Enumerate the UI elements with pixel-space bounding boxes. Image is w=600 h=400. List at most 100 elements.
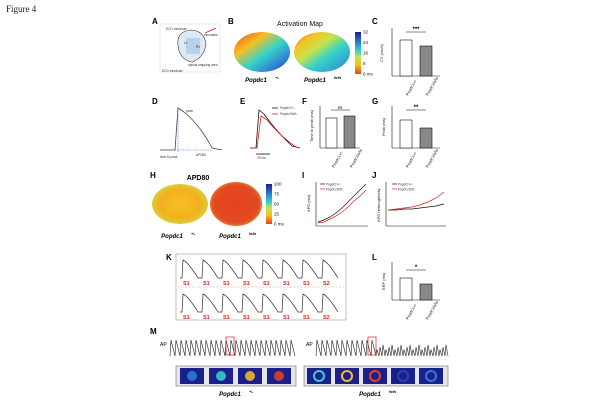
label-ecg-bottom: ECG electrode [162, 69, 183, 73]
g-sig: ** [414, 105, 419, 111]
c-bar-fs [419, 45, 433, 77]
panel-m-letter: M [150, 327, 157, 336]
l-cat-0: Popdc1+/- [405, 302, 419, 321]
i-legend-0: Popdc1+/- [326, 183, 341, 187]
k-trace-box [175, 253, 347, 321]
i-line-fs [317, 189, 367, 224]
apd-map-right [210, 182, 262, 226]
e-legend-1: Popdc1fs/fs [280, 112, 297, 116]
panel-k-letter: K [166, 253, 172, 262]
l-sig: * [415, 265, 418, 271]
panel-a: A ECG electrode stimulator LV RV optical… [152, 17, 221, 73]
colorbar-tick: 25 [274, 212, 280, 217]
d-label-peak: peak [186, 109, 193, 113]
l-ylabel: ERP (ms) [381, 272, 386, 290]
colorbar-tick: 50 [274, 202, 280, 207]
panel-f: F Time to peak (ms) ns Popdc1+/- Popdc1f… [302, 97, 363, 169]
c-cat-0: Popdc1+/- [405, 78, 419, 97]
geno-m-left: Popdc1 [219, 392, 241, 398]
stim-label: S1 [223, 315, 230, 321]
stim-label: S1 [183, 281, 190, 287]
j-line-fs [387, 191, 445, 211]
m-frame-right [335, 368, 359, 384]
panel-j: J APD heterogeneity Popdc1+/- Popdc1fs/f… [372, 171, 446, 227]
panel-m: M AP AP Popdc1 +/- Popdc1 fs/fs [150, 327, 449, 398]
d-label-ttp: time to peak [160, 155, 178, 159]
stim-label: S1 [303, 281, 310, 287]
figure-title: Figure 4 [6, 4, 37, 14]
geno-m-left-sup: +/- [249, 390, 254, 394]
apd-colorbar-ticks: 100 75 50 25 0 ms [274, 182, 285, 227]
stim-label: S1 [263, 281, 270, 287]
activation-map-left [234, 32, 290, 72]
g-bar-het [399, 119, 413, 149]
geno-b-right-sup: fs/fs [334, 76, 341, 80]
e-trace-fs [250, 115, 301, 149]
panel-k: K S1 S1 S1 S1 S1 S1 S1 S2 S1 S1 S1 S1 S1 S1 S1 S2 [166, 253, 347, 321]
f-sig: ns [338, 105, 344, 110]
colorbar-tick: 16 [363, 51, 369, 56]
f-bar-het [325, 117, 338, 149]
apd80-title: APD80 [187, 175, 210, 182]
g-cat-0: Popdc1+/- [405, 150, 419, 169]
c-ylabel: CV (cm/s) [379, 44, 384, 62]
g-bar-fs [419, 127, 433, 149]
stim-label: S1 [183, 315, 190, 321]
panel-h: H APD80 Popdc1 +/- Popdc1 fs/fs 100 75 50 2… [150, 171, 285, 240]
activation-map-title: Activation Map [277, 21, 323, 28]
panel-c: C CV (cm/s) *** Popdc1+/- Popdc1fs/fs [372, 17, 440, 97]
f-cat-1: Popdc1fs/fs [349, 148, 364, 169]
activation-colorbar [355, 32, 361, 74]
m-map-frames [180, 368, 443, 384]
panel-i-letter: I [302, 171, 304, 180]
e-scale: 25 ms [257, 156, 266, 160]
colorbar-tick: 0 ms [274, 222, 285, 227]
label-ecg-top: ECG electrode [166, 27, 187, 31]
panel-d-letter: D [152, 97, 158, 106]
geno-b-left-sup: +/- [275, 76, 280, 80]
stimulator-line [204, 27, 217, 34]
stim-label: S1 [283, 281, 290, 287]
panel-l: L ERP (ms) * Popdc1+/- Popdc1fs/fs [372, 253, 440, 321]
stim-label: S1 [243, 315, 250, 321]
panel-i: I APD (ms) Popdc1+/- Popdc1fs/fs [302, 171, 368, 227]
l-bar-het [399, 277, 413, 301]
colorbar-tick: 8 [363, 61, 366, 66]
m-frame-right [307, 368, 331, 384]
m-frame-right [391, 368, 415, 384]
panel-f-letter: F [302, 97, 307, 106]
d-ap-trace [160, 107, 223, 151]
panel-b: B Activation Map Popdc1 +/- Popdc1 fs/fs… [228, 17, 374, 84]
label-stimulator: stimulator [204, 33, 219, 37]
geno-b-left: Popdc1 [245, 78, 267, 84]
panel-j-letter: J [372, 171, 376, 180]
stim-label: S2 [323, 281, 330, 287]
panel-d: D peak time to peak APD80 [152, 97, 223, 159]
stim-label: S2 [323, 315, 330, 321]
stim-label: S1 [203, 315, 210, 321]
panel-c-letter: C [372, 17, 378, 26]
k-stim-row1: S1 S1 S1 S1 S1 S1 S1 S2 [183, 281, 330, 287]
colorbar-tick: 32 [363, 30, 369, 35]
geno-m-right: Popdc1 [359, 392, 381, 398]
m-ap-right: AP [306, 342, 313, 348]
c-cat-1: Popdc1fs/fs [425, 76, 440, 97]
panel-h-letter: H [150, 171, 156, 180]
panel-g-letter: G [372, 97, 378, 106]
f-bar-fs [343, 115, 356, 149]
panel-b-letter: B [228, 17, 234, 26]
j-line-het [388, 203, 445, 211]
f-ylabel: Time to peak (ms) [309, 109, 314, 142]
m-frame-right [419, 368, 443, 384]
geno-h-left: Popdc1 [161, 234, 183, 240]
k-trace-row1 [180, 259, 339, 279]
apd-colorbar [266, 184, 272, 224]
label-rv: RV [196, 45, 201, 49]
panel-l-letter: L [372, 253, 377, 262]
label-optical-area: optical mapping area [188, 63, 218, 67]
l-bar-fs [419, 283, 433, 301]
i-ylabel: APD (ms) [306, 194, 311, 212]
l-cat-1: Popdc1fs/fs [425, 300, 440, 321]
stim-label: S1 [303, 315, 310, 321]
